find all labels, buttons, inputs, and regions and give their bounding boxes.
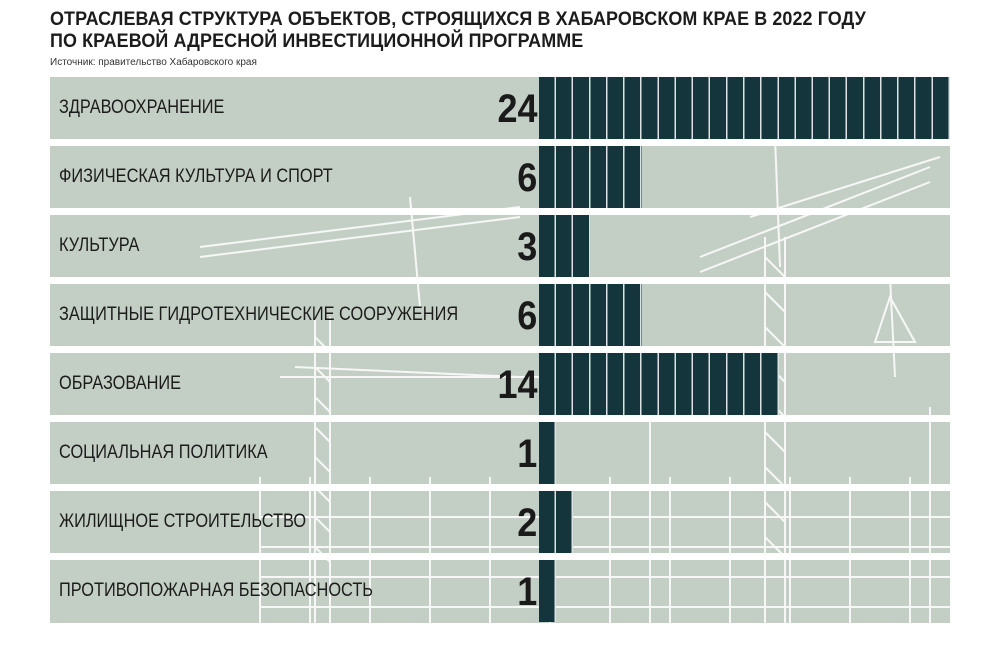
row-separator xyxy=(50,484,950,491)
category-label: ФИЗИЧЕСКАЯ КУЛЬТУРА И СПОРТ xyxy=(59,166,333,187)
row-separator xyxy=(50,415,950,422)
row-separator xyxy=(50,208,950,215)
row-separator xyxy=(50,346,950,353)
category-label: ПРОТИВОПОЖАРНАЯ БЕЗОПАСНОСТЬ xyxy=(59,580,374,601)
category-label: ОБРАЗОВАНИЕ xyxy=(59,373,182,394)
bar xyxy=(539,422,557,484)
data-label: 1 xyxy=(516,570,537,614)
bar-row-gidrotekhnicheskie: ЗАЩИТНЫЕ ГИДРОТЕХНИЧЕСКИЕ СООРУЖЕНИЯ 6 xyxy=(50,284,950,346)
source-note: Источник: правительство Хабаровского кра… xyxy=(50,57,257,68)
row-separator xyxy=(50,277,950,284)
data-label: 24 xyxy=(496,87,537,131)
category-label: СОЦИАЛЬНАЯ ПОЛИТИКА xyxy=(59,442,268,463)
row-separator xyxy=(50,553,950,560)
chart-title-line-1: ОТРАСЛЕВАЯ СТРУКТУРА ОБЪЕКТОВ, СТРОЯЩИХС… xyxy=(50,8,866,30)
data-label: 6 xyxy=(516,156,537,200)
bar-row-kultura: КУЛЬТУРА 3 xyxy=(50,215,950,277)
bar-row-protivopozharnaya: ПРОТИВОПОЖАРНАЯ БЕЗОПАСНОСТЬ 1 xyxy=(50,560,950,622)
bar xyxy=(539,284,642,346)
bar xyxy=(539,491,574,553)
bar xyxy=(539,560,557,622)
data-label: 14 xyxy=(496,363,537,407)
data-label: 3 xyxy=(516,225,537,269)
bar xyxy=(539,77,950,139)
bar-row-sotsialnaya-politika: СОЦИАЛЬНАЯ ПОЛИТИКА 1 xyxy=(50,422,950,484)
construction-cranes-illustration xyxy=(199,136,950,623)
category-label: ЗДРАВООХРАНЕНИЕ xyxy=(59,97,225,118)
category-label: КУЛЬТУРА xyxy=(59,235,140,256)
data-label: 6 xyxy=(516,294,537,338)
category-label: ЗАЩИТНЫЕ ГИДРОТЕХНИЧЕСКИЕ СООРУЖЕНИЯ xyxy=(59,304,459,325)
bar xyxy=(539,215,591,277)
data-label: 2 xyxy=(516,501,537,545)
bar xyxy=(539,146,642,208)
bar-row-zhilishchnoe: ЖИЛИЩНОЕ СТРОИТЕЛЬСТВО 2 xyxy=(50,491,950,553)
chart-title-line-2: ПО КРАЕВОЙ АДРЕСНОЙ ИНВЕСТИЦИОННОЙ ПРОГР… xyxy=(50,30,584,52)
chart-rows: ЗДРАВООХРАНЕНИЕ 24 ФИЗИЧЕСКАЯ КУЛЬТУРА И… xyxy=(50,77,950,623)
category-label: ЖИЛИЩНОЕ СТРОИТЕЛЬСТВО xyxy=(59,511,307,532)
chart-title: ОТРАСЛЕВАЯ СТРУКТУРА ОБЪЕКТОВ, СТРОЯЩИХС… xyxy=(50,8,915,52)
bar-row-fizicheskaya-kultura: ФИЗИЧЕСКАЯ КУЛЬТУРА И СПОРТ 6 xyxy=(50,146,950,208)
data-label: 1 xyxy=(516,432,537,476)
bar-row-obrazovanie: ОБРАЗОВАНИЕ 14 xyxy=(50,353,950,415)
bar-chart: ЗДРАВООХРАНЕНИЕ 24 ФИЗИЧЕСКАЯ КУЛЬТУРА И… xyxy=(50,77,950,623)
bar-row-zdravookhranenie: ЗДРАВООХРАНЕНИЕ 24 xyxy=(50,77,950,139)
row-separator xyxy=(50,139,950,146)
bar xyxy=(539,353,779,415)
